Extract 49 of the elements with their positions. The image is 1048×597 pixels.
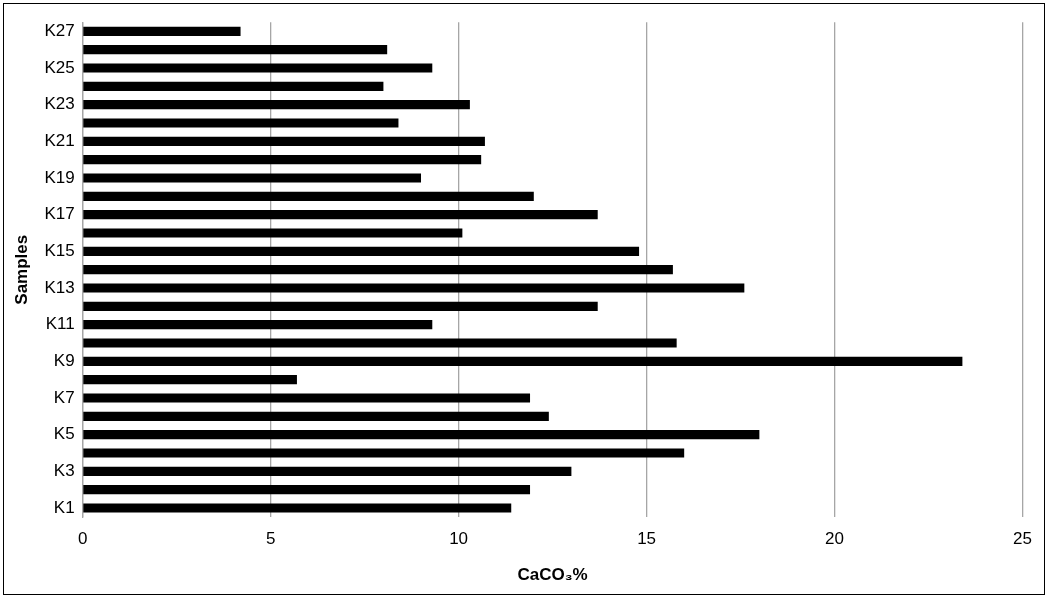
x-tick-label: 15 [637,529,657,549]
bar [83,411,549,421]
x-tick-label: 10 [449,529,469,549]
y-tick-label: K1 [53,497,75,517]
y-tick-label: K19 [44,167,75,187]
bar [83,375,297,385]
y-tick-label: K7 [53,387,75,407]
bar [83,136,485,146]
x-tick-label: 5 [265,529,276,549]
bar [83,81,384,91]
bar [83,26,241,36]
y-tick-label: K21 [44,131,75,151]
bar [83,466,572,476]
bar [83,301,598,311]
bar [83,210,598,220]
bar [83,100,470,110]
bar [83,155,482,165]
x-tick-label: 0 [77,529,88,549]
y-tick-label: K25 [44,57,75,77]
bar [83,283,745,293]
y-tick-label: K15 [44,241,75,261]
bar [83,338,677,348]
y-tick-label: K5 [53,424,75,444]
bar [83,246,640,256]
y-tick-label: K23 [44,94,75,114]
bar [83,393,531,403]
y-tick-label: K9 [53,351,75,371]
y-tick-label: K11 [45,314,75,334]
bar [83,63,433,73]
bar [83,320,433,330]
bar [83,448,685,458]
y-tick-label: K27 [44,21,75,41]
bar [83,485,531,495]
bar [83,228,463,238]
x-tick-label: 25 [1013,529,1033,549]
y-tick-label: K3 [53,461,75,481]
bar [83,503,512,513]
y-tick-label: K13 [44,277,75,297]
bar [83,356,963,366]
bar [83,430,760,440]
x-tick-label: 20 [825,529,845,549]
bar [83,118,399,128]
y-axis-title: Samples [11,234,31,305]
y-tick-label: K17 [44,204,75,224]
bar [83,191,534,201]
bar [83,265,673,275]
bar [83,45,388,55]
bar [83,173,422,183]
x-axis-title: CaCO₃% [517,565,588,585]
